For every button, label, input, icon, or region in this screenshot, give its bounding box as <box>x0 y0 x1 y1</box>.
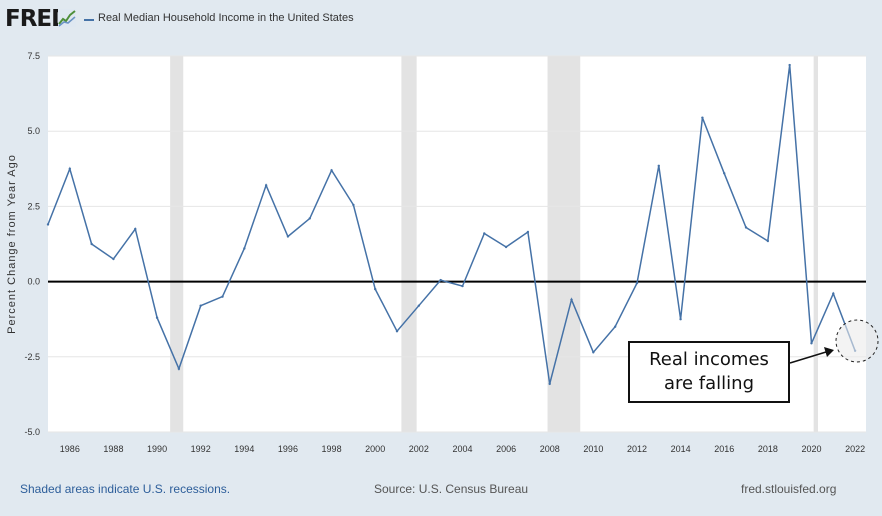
series-points <box>46 63 857 386</box>
data-point[interactable] <box>352 203 355 207</box>
x-tick-label: 2008 <box>540 444 560 454</box>
y-tick-label: -2.5 <box>24 352 40 362</box>
y-axis-label: Percent Change from Year Ago <box>6 154 18 334</box>
data-point[interactable] <box>613 325 617 328</box>
data-point[interactable] <box>417 304 421 307</box>
annotation-arrow <box>789 351 827 364</box>
x-axis-ticks: 1986 1988 1990 1992 1994 1996 1998 2000 2002 2004… <box>60 444 865 454</box>
data-point[interactable] <box>766 239 770 243</box>
data-point[interactable] <box>723 172 726 175</box>
data-point[interactable] <box>112 257 115 261</box>
data-point[interactable] <box>286 235 290 238</box>
x-tick-label: 1998 <box>322 444 342 454</box>
highlight-circle <box>835 319 879 363</box>
y-tick-label: 0.0 <box>27 277 40 287</box>
data-point[interactable] <box>155 316 159 319</box>
data-point[interactable] <box>439 278 442 282</box>
x-tick-label: 1988 <box>103 444 123 454</box>
data-point[interactable] <box>374 287 377 291</box>
data-point[interactable] <box>46 223 50 226</box>
data-point[interactable] <box>504 245 508 249</box>
x-tick-label: 2022 <box>845 444 865 454</box>
data-point[interactable] <box>679 318 682 321</box>
data-point[interactable] <box>526 230 530 234</box>
x-tick-label: 1992 <box>191 444 211 454</box>
recession-band <box>401 56 417 432</box>
x-tick-label: 2000 <box>365 444 385 454</box>
data-point[interactable] <box>657 164 660 167</box>
x-tick-label: 2012 <box>627 444 647 454</box>
x-tick-label: 2004 <box>452 444 472 454</box>
x-tick-label: 1986 <box>60 444 80 454</box>
recession-bands <box>170 56 819 432</box>
data-point[interactable] <box>548 382 551 386</box>
recession-band <box>813 56 819 432</box>
data-point[interactable] <box>592 351 595 354</box>
series-line[interactable] <box>47 64 856 385</box>
data-point[interactable] <box>832 292 835 295</box>
x-tick-label: 1990 <box>147 444 167 454</box>
y-tick-label: 5.0 <box>27 126 40 136</box>
data-point[interactable] <box>199 304 202 307</box>
x-tick-label: 2018 <box>758 444 778 454</box>
x-tick-label: 1994 <box>234 444 254 454</box>
x-tick-label: 2014 <box>671 444 691 454</box>
data-point[interactable] <box>744 226 748 229</box>
x-tick-label: 1996 <box>278 444 298 454</box>
data-point[interactable] <box>570 298 573 301</box>
annotation-text: Real incomes are falling <box>649 349 769 394</box>
recession-note-link[interactable]: Shaded areas indicate U.S. recessions. <box>20 482 231 496</box>
data-point[interactable] <box>701 116 704 119</box>
y-tick-label: 2.5 <box>27 201 40 211</box>
data-point[interactable] <box>308 217 311 220</box>
data-point[interactable] <box>330 169 333 172</box>
annotation-callout: Real incomes are falling <box>628 341 790 403</box>
y-tick-label: -5.0 <box>24 427 40 437</box>
legend-swatch <box>84 19 94 21</box>
x-tick-label: 2016 <box>714 444 734 454</box>
data-point[interactable] <box>810 342 813 345</box>
fred-url-link[interactable]: fred.stlouisfed.org <box>741 482 837 496</box>
recession-band <box>170 56 184 432</box>
x-tick-label: 2020 <box>801 444 821 454</box>
x-tick-label: 2006 <box>496 444 516 454</box>
chart-header: FRED Real Median Household Income in the… <box>0 0 882 44</box>
data-point[interactable] <box>177 367 181 371</box>
data-point[interactable] <box>461 284 464 288</box>
arrow-head <box>824 347 834 357</box>
legend-series-title[interactable]: Real Median Household Income in the Unit… <box>98 12 354 24</box>
data-point[interactable] <box>264 184 268 187</box>
data-point[interactable] <box>134 227 137 231</box>
x-tick-label: 2010 <box>583 444 603 454</box>
y-axis-ticks: 7.5 5.0 2.5 0.0 -2.5 -5.0 <box>24 51 40 437</box>
data-point[interactable] <box>90 242 93 246</box>
data-point[interactable] <box>243 247 246 250</box>
data-point[interactable] <box>395 330 399 333</box>
data-point[interactable] <box>635 281 639 285</box>
data-point[interactable] <box>221 295 224 298</box>
x-tick-label: 2002 <box>409 444 429 454</box>
data-point[interactable] <box>483 232 486 235</box>
data-point[interactable] <box>788 63 791 67</box>
trend-line-icon <box>58 9 76 27</box>
data-point[interactable] <box>68 167 72 170</box>
source-text: Source: U.S. Census Bureau <box>374 482 529 496</box>
y-tick-label: 7.5 <box>27 51 40 61</box>
